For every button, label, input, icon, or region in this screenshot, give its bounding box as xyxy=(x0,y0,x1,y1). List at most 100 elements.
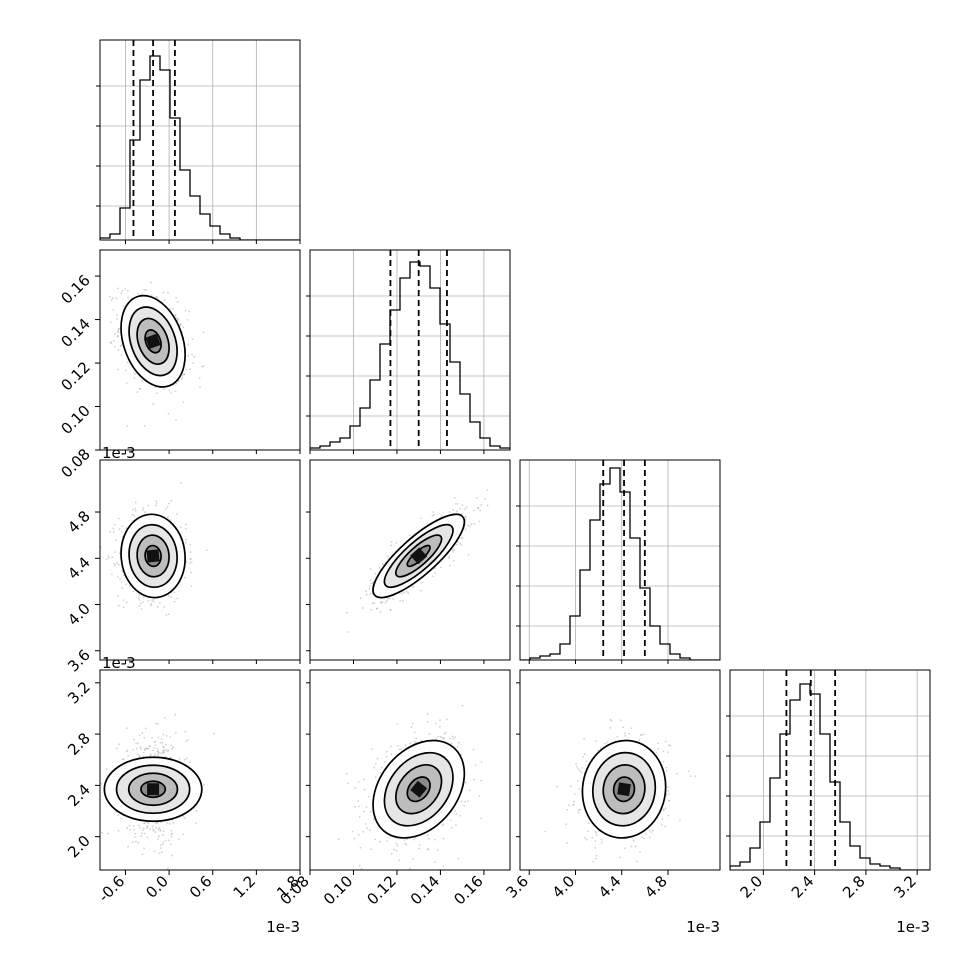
sample-point xyxy=(159,829,162,832)
sample-point xyxy=(164,508,167,510)
sample-point xyxy=(157,838,160,840)
y-tick-label: 4.8 xyxy=(64,507,94,537)
sample-point xyxy=(365,593,368,596)
sample-point xyxy=(139,746,142,748)
sample-point xyxy=(346,611,348,614)
sample-point xyxy=(402,599,404,602)
sample-point xyxy=(157,722,159,725)
sample-point xyxy=(137,292,140,295)
sample-point xyxy=(566,842,568,844)
sample-point xyxy=(402,591,405,594)
sample-point xyxy=(143,736,146,739)
sample-point xyxy=(190,571,192,574)
sample-point xyxy=(132,590,135,592)
sample-point xyxy=(157,736,160,739)
sample-point xyxy=(135,742,138,744)
sample-point xyxy=(174,713,177,716)
sample-point xyxy=(662,809,665,812)
sample-point xyxy=(664,825,667,828)
sample-point xyxy=(181,376,184,379)
sample-point xyxy=(368,587,371,590)
sample-point xyxy=(155,504,157,507)
sample-point xyxy=(386,597,389,600)
sample-point xyxy=(149,753,152,755)
sample-point xyxy=(461,537,464,540)
histogram-step xyxy=(100,55,300,240)
sample-point xyxy=(162,841,165,843)
sample-point xyxy=(451,548,454,551)
sample-point xyxy=(566,808,569,811)
sample-point xyxy=(153,850,156,853)
sample-point xyxy=(109,321,112,324)
sample-point xyxy=(584,836,586,839)
sample-point xyxy=(162,733,165,736)
sample-point xyxy=(125,382,128,384)
sample-point xyxy=(453,549,456,552)
sample-point xyxy=(213,732,215,735)
sample-point xyxy=(114,551,116,553)
scatter-panel-2-3 xyxy=(519,669,721,871)
sample-point xyxy=(108,556,110,559)
sample-point xyxy=(668,799,671,802)
sample-point xyxy=(154,753,157,755)
sample-point xyxy=(396,844,399,847)
scatter-panel-1-3 xyxy=(309,669,511,871)
sample-point xyxy=(183,373,186,376)
sample-point xyxy=(162,830,165,833)
sample-point xyxy=(138,387,141,390)
sample-point xyxy=(133,377,136,380)
sample-point xyxy=(586,830,589,833)
sample-point xyxy=(167,613,170,616)
sample-point xyxy=(119,345,122,348)
sample-point xyxy=(172,821,175,824)
sample-point xyxy=(444,731,447,734)
sample-point xyxy=(591,836,594,839)
sample-point xyxy=(145,747,148,750)
sample-point xyxy=(116,562,118,564)
sample-point xyxy=(162,745,165,748)
sample-point xyxy=(159,829,162,832)
histogram-panel-2 xyxy=(516,459,721,661)
sample-point xyxy=(577,811,580,814)
sample-point xyxy=(405,590,408,593)
panel-content xyxy=(100,482,208,616)
sample-point xyxy=(359,846,362,849)
sample-point xyxy=(133,738,135,741)
sample-point xyxy=(369,810,372,813)
sample-point xyxy=(156,296,159,298)
sample-point xyxy=(572,803,575,806)
sample-point xyxy=(169,843,172,846)
sample-point xyxy=(162,834,164,836)
sample-point xyxy=(115,297,118,300)
sample-point xyxy=(203,783,205,786)
sample-point xyxy=(148,745,151,747)
sample-point xyxy=(118,604,120,607)
sample-point xyxy=(175,296,178,299)
y-tick-label: 0.14 xyxy=(57,315,93,351)
sample-point xyxy=(198,377,201,379)
sample-point xyxy=(141,732,144,735)
sample-point xyxy=(457,540,459,543)
sample-point xyxy=(120,818,123,820)
sample-point xyxy=(122,758,125,760)
sample-point xyxy=(145,289,148,291)
sample-point xyxy=(473,523,476,525)
sample-point xyxy=(640,734,642,737)
sample-point xyxy=(363,778,365,781)
histogram-panel-3 xyxy=(726,669,931,871)
sample-point xyxy=(367,795,370,798)
sample-point xyxy=(117,330,120,333)
sample-point xyxy=(111,297,114,300)
sample-point xyxy=(479,509,481,512)
sample-point xyxy=(182,815,185,818)
sample-point xyxy=(110,341,113,344)
sample-point xyxy=(465,518,467,521)
sample-point xyxy=(439,719,441,722)
sample-point xyxy=(147,822,150,824)
sample-point xyxy=(418,844,421,846)
sample-point xyxy=(184,541,187,544)
sample-point xyxy=(117,348,120,351)
sample-point xyxy=(147,599,150,602)
sample-point xyxy=(194,822,197,824)
